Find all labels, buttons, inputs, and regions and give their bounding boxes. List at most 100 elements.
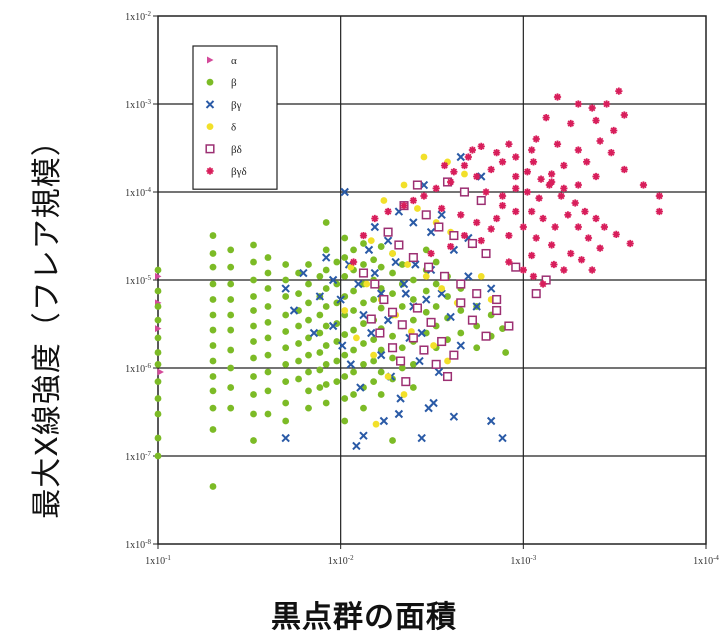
data-point bbox=[378, 264, 385, 271]
data-point bbox=[401, 182, 408, 189]
data-point bbox=[341, 273, 348, 280]
data-point bbox=[410, 254, 418, 262]
data-point bbox=[227, 281, 234, 288]
data-point bbox=[400, 202, 407, 209]
data-point bbox=[378, 391, 385, 398]
data-point bbox=[282, 328, 289, 335]
data-point bbox=[589, 104, 596, 111]
data-point bbox=[554, 141, 561, 148]
data-point bbox=[610, 127, 617, 134]
data-point bbox=[353, 334, 360, 341]
data-point bbox=[469, 240, 477, 248]
data-point bbox=[295, 290, 302, 297]
data-point bbox=[385, 373, 392, 380]
data-point bbox=[376, 329, 384, 337]
data-point bbox=[265, 285, 272, 292]
data-point bbox=[155, 334, 162, 341]
data-point bbox=[399, 344, 406, 351]
data-point bbox=[316, 349, 323, 356]
data-point bbox=[323, 400, 330, 407]
data-point bbox=[323, 267, 330, 274]
data-point bbox=[295, 376, 302, 383]
data-point bbox=[532, 290, 540, 298]
data-point bbox=[530, 158, 537, 165]
data-point bbox=[473, 173, 480, 180]
data-point bbox=[384, 228, 392, 236]
data-point bbox=[360, 340, 367, 347]
data-point bbox=[210, 426, 217, 433]
data-point bbox=[433, 281, 440, 288]
data-point bbox=[432, 361, 440, 369]
data-point bbox=[360, 240, 367, 247]
data-point bbox=[305, 261, 312, 268]
data-point bbox=[210, 296, 217, 303]
data-point bbox=[250, 391, 257, 398]
data-point bbox=[414, 304, 422, 312]
data-point bbox=[265, 352, 272, 359]
data-point bbox=[457, 211, 464, 218]
y-tick-label: 1x10-2 bbox=[125, 10, 151, 23]
data-point bbox=[155, 288, 162, 295]
data-point bbox=[441, 162, 448, 169]
data-point bbox=[473, 344, 480, 351]
data-point bbox=[414, 181, 422, 189]
data-point bbox=[341, 331, 348, 338]
data-point bbox=[493, 296, 501, 304]
data-point bbox=[438, 285, 445, 292]
data-point bbox=[282, 418, 289, 425]
data-point bbox=[305, 369, 312, 376]
data-point bbox=[371, 215, 378, 222]
data-point bbox=[265, 270, 272, 277]
y-tick-label: 1x10-4 bbox=[125, 186, 151, 199]
y-tick-label: 1x10-3 bbox=[125, 98, 151, 111]
data-point bbox=[524, 188, 531, 195]
data-point bbox=[402, 378, 410, 386]
data-point bbox=[282, 400, 289, 407]
data-point bbox=[465, 153, 472, 160]
data-point bbox=[227, 384, 234, 391]
data-point bbox=[401, 391, 408, 398]
data-point bbox=[520, 266, 527, 273]
data-point bbox=[323, 361, 330, 368]
data-point bbox=[444, 373, 452, 381]
legend-marker bbox=[206, 167, 213, 174]
data-point bbox=[210, 387, 217, 394]
data-point bbox=[477, 197, 485, 205]
data-point bbox=[265, 303, 272, 310]
data-point bbox=[371, 280, 379, 288]
data-point bbox=[282, 361, 289, 368]
data-point bbox=[512, 173, 519, 180]
data-point bbox=[360, 269, 368, 277]
data-point bbox=[389, 308, 397, 316]
data-point bbox=[423, 309, 430, 316]
data-point bbox=[282, 277, 289, 284]
data-point bbox=[461, 171, 468, 178]
data-point bbox=[535, 195, 542, 202]
data-point bbox=[410, 197, 417, 204]
data-point bbox=[323, 381, 330, 388]
data-point bbox=[323, 219, 330, 226]
data-point bbox=[389, 437, 396, 444]
data-point bbox=[250, 242, 257, 249]
data-point bbox=[250, 259, 257, 266]
data-point bbox=[512, 263, 520, 271]
data-point bbox=[227, 264, 234, 271]
data-point bbox=[265, 334, 272, 341]
data-point bbox=[482, 332, 490, 340]
data-point bbox=[316, 367, 323, 374]
data-point bbox=[282, 261, 289, 268]
data-point bbox=[389, 333, 396, 340]
legend-label: βγ bbox=[231, 99, 242, 111]
data-point bbox=[250, 338, 257, 345]
data-point bbox=[210, 232, 217, 239]
data-point bbox=[155, 395, 162, 402]
data-point bbox=[433, 185, 440, 192]
data-point bbox=[528, 252, 535, 259]
data-point bbox=[373, 421, 380, 428]
data-point bbox=[333, 259, 340, 266]
data-point bbox=[227, 327, 234, 334]
data-point bbox=[282, 293, 289, 300]
legend-marker bbox=[206, 145, 214, 153]
data-point bbox=[155, 435, 162, 442]
data-point bbox=[323, 246, 330, 253]
